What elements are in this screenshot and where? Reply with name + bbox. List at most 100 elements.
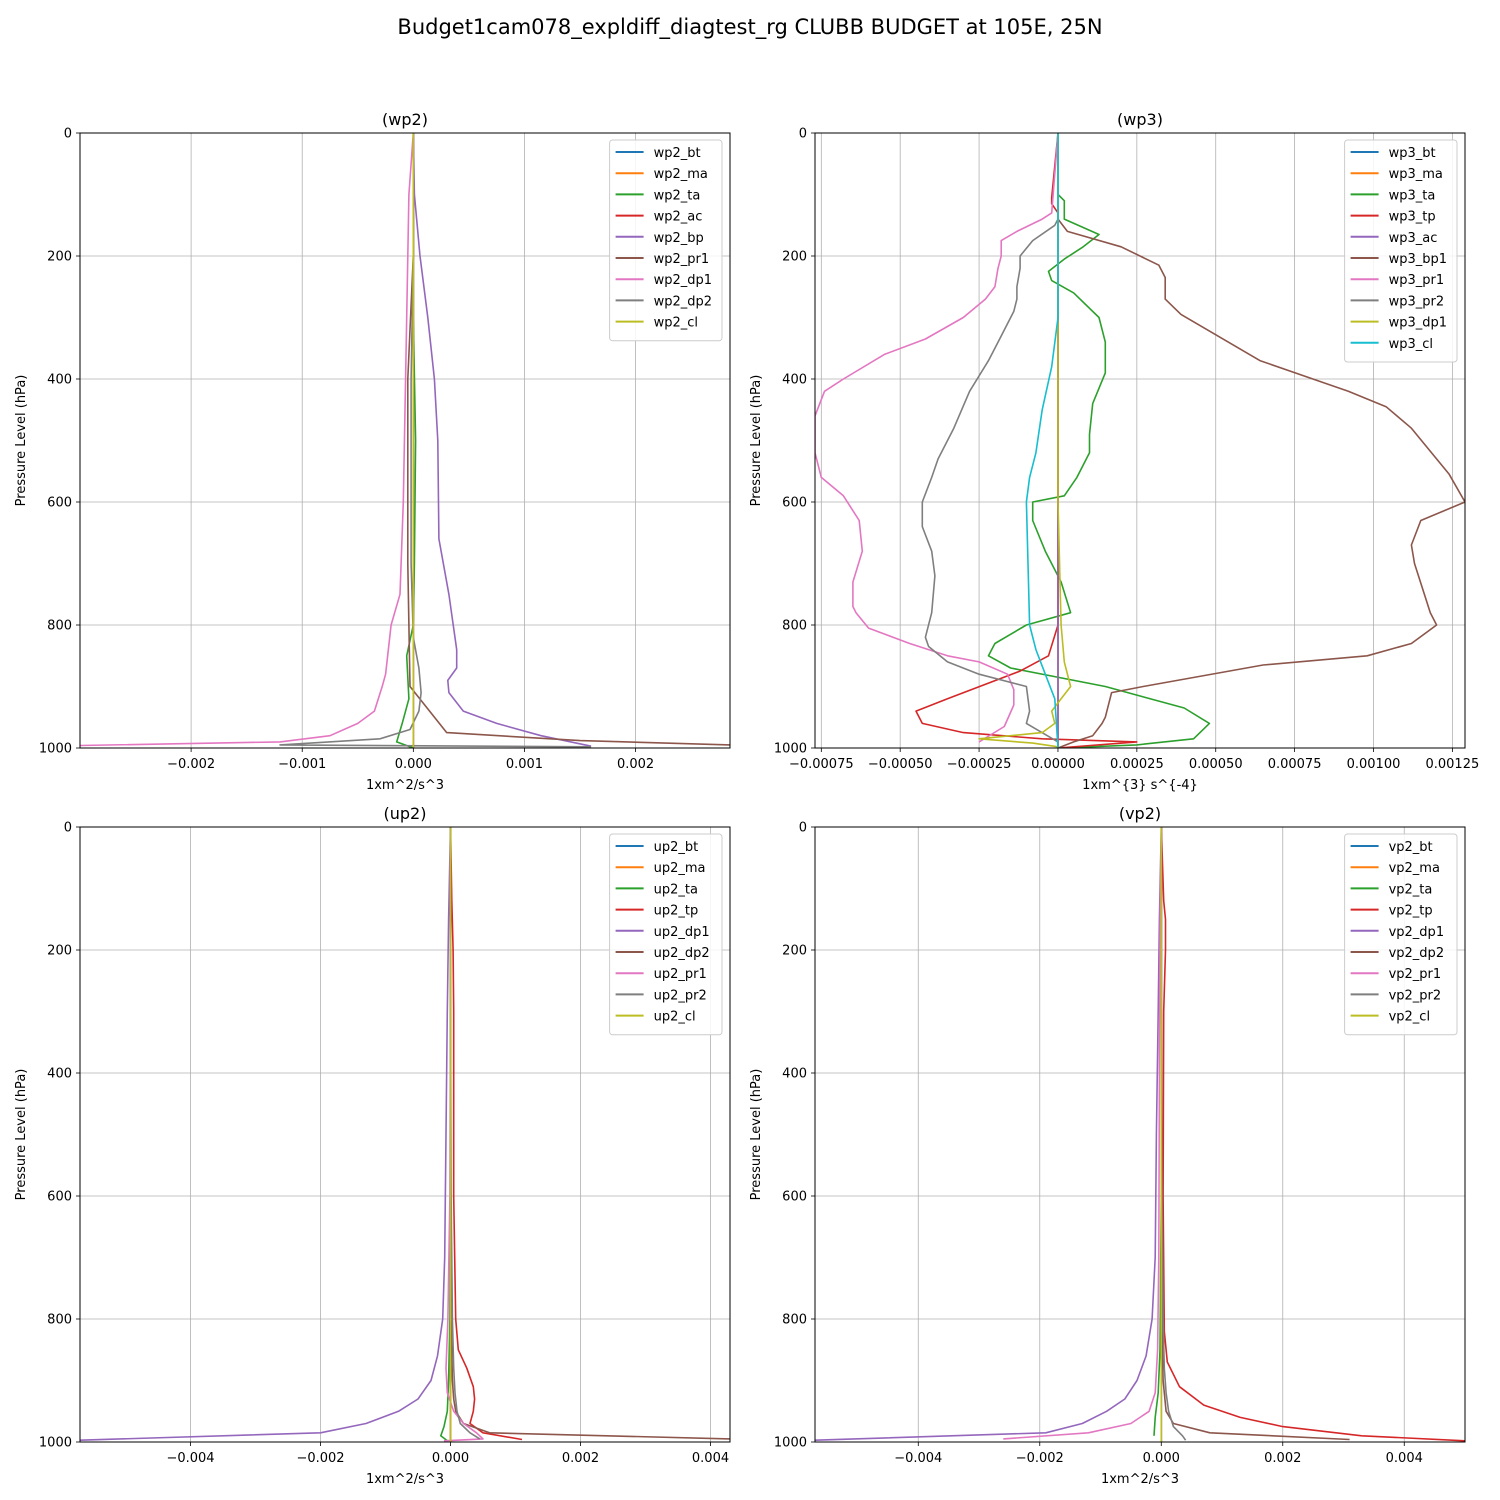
x-tick-label: −0.002 <box>167 757 215 772</box>
y-tick-label: 800 <box>47 1313 72 1328</box>
y-tick-label: 800 <box>782 619 807 634</box>
legend-label: wp2_pr1 <box>654 252 710 267</box>
legend-label: wp2_dp1 <box>654 273 712 288</box>
legend-label: vp2_dp2 <box>1389 946 1445 961</box>
series-line-wp3_cl <box>1025 133 1059 748</box>
legend-label: wp3_bt <box>1389 146 1436 161</box>
series-line-vp2_tp <box>1160 827 1465 1442</box>
legend-label: up2_cl <box>654 1010 696 1025</box>
y-axis-label: Pressure Level (hPa) <box>14 375 29 507</box>
x-tick-label: 0.00000 <box>1031 757 1085 772</box>
series-line-vp2_dp2 <box>1160 827 1350 1441</box>
x-axis-label: 1xm^2/s^3 <box>1101 1472 1179 1487</box>
y-tick-label: 0 <box>64 821 72 836</box>
y-tick-label: 1000 <box>774 742 807 757</box>
series-line-wp3_ta <box>987 133 1211 748</box>
legend-label: wp3_ma <box>1389 167 1443 182</box>
y-axis-label: Pressure Level (hPa) <box>14 1069 29 1201</box>
y-tick-label: 400 <box>782 373 807 388</box>
legend-box <box>1344 833 1458 1036</box>
x-tick-label: −0.001 <box>278 757 326 772</box>
x-tick-label: 0.00075 <box>1268 757 1322 772</box>
x-tick-label: 0.001 <box>506 757 543 772</box>
legend-label: vp2_dp1 <box>1389 925 1445 940</box>
chart-panel-3: −0.004 −0.002 0.000 0.002 0.004 0 200 400 600 800… <box>14 804 731 1487</box>
y-tick-label: 0 <box>799 127 807 142</box>
legend-label: vp2_cl <box>1389 1010 1430 1025</box>
legend-label: wp2_ma <box>654 167 708 182</box>
y-axis-label: Pressure Level (hPa) <box>749 375 764 507</box>
y-tick-label: 0 <box>64 127 72 142</box>
panel-title: (wp3) <box>1117 110 1163 129</box>
x-tick-label: −0.004 <box>166 1451 214 1466</box>
y-tick-label: 1000 <box>39 742 72 757</box>
series-line-wp2_dp2 <box>279 133 592 748</box>
x-tick-label: 0.002 <box>1264 1451 1301 1466</box>
series-line-wp3_dp1 <box>978 133 1072 748</box>
legend-label: up2_bt <box>654 840 699 855</box>
x-tick-label: 0.000 <box>432 1451 469 1466</box>
series-line-up2_tp <box>449 827 523 1441</box>
x-tick-label: 0.000 <box>395 757 432 772</box>
x-axis-label: 1xm^{3} s^{-4} <box>1082 778 1198 793</box>
series-line-wp2_dp1 <box>80 133 415 747</box>
chart-panel-2: −0.00075 −0.00050 −0.00025 0.00000 0.00025 0.… <box>749 110 1479 793</box>
legend-label: vp2_tp <box>1389 904 1433 919</box>
axes-frame <box>79 132 731 749</box>
y-tick-label: 600 <box>782 496 807 511</box>
y-tick-label: 200 <box>782 250 807 265</box>
legend-label: wp2_ta <box>654 188 701 203</box>
x-tick-label: 0.00025 <box>1110 757 1164 772</box>
y-tick-label: 800 <box>782 1313 807 1328</box>
legend-label: wp3_cl <box>1389 337 1433 352</box>
x-tick-label: 0.004 <box>1386 1451 1423 1466</box>
legend-label: up2_dp1 <box>654 925 710 940</box>
y-tick-label: 600 <box>47 1190 72 1205</box>
x-tick-label: 0.00050 <box>1189 757 1243 772</box>
series-line-up2_dp1 <box>80 827 452 1441</box>
y-axis-label: Pressure Level (hPa) <box>749 1069 764 1201</box>
y-tick-label: 800 <box>47 619 72 634</box>
x-axis-label: 1xm^2/s^3 <box>366 1472 444 1487</box>
x-tick-label: 0.002 <box>562 1451 599 1466</box>
legend: wp2_bt wp2_ma wp2_ta wp2_ac wp2_bp wp2_pr1 wp2… <box>609 139 723 342</box>
y-tick-label: 600 <box>47 496 72 511</box>
x-tick-label: −0.00025 <box>947 757 1012 772</box>
x-tick-label: 0.00100 <box>1347 757 1401 772</box>
x-tick-label: 0.004 <box>692 1451 729 1466</box>
figure-title: Budget1cam078_expldiff_diagtest_rg CLUBB… <box>397 15 1103 39</box>
x-tick-label: 0.00125 <box>1425 757 1479 772</box>
legend-box <box>1344 139 1458 363</box>
chart-panel-1: −0.002 −0.001 0.000 0.001 0.002 0 200 400 600 800… <box>14 110 731 793</box>
y-tick-label: 200 <box>47 250 72 265</box>
x-axis-label: 1xm^2/s^3 <box>366 778 444 793</box>
x-tick-label: −0.00075 <box>789 757 854 772</box>
legend-label: wp3_pr1 <box>1389 273 1445 288</box>
series-line-up2_pr2 <box>449 827 481 1440</box>
legend-label: wp3_pr2 <box>1389 294 1445 309</box>
panel-title: (up2) <box>384 804 427 823</box>
legend-label: up2_pr2 <box>654 988 707 1003</box>
axes-frame <box>814 826 1466 1443</box>
series-line-wp3_pr2 <box>921 133 1059 743</box>
legend-label: wp2_dp2 <box>654 294 712 309</box>
y-tick-label: 1000 <box>774 1436 807 1451</box>
axes-frame <box>79 826 731 1443</box>
legend-label: vp2_pr1 <box>1389 967 1442 982</box>
legend-label: vp2_bt <box>1389 840 1433 855</box>
panel-title: (vp2) <box>1119 804 1161 823</box>
y-tick-label: 400 <box>782 1067 807 1082</box>
legend-label: wp3_ta <box>1389 188 1436 203</box>
legend-box <box>609 139 723 342</box>
legend-label: up2_dp2 <box>654 946 710 961</box>
series-line-wp3_tp <box>915 133 1138 748</box>
legend-label: wp3_ac <box>1389 231 1438 246</box>
legend: vp2_bt vp2_ma vp2_ta vp2_tp vp2_dp1 vp2_dp2vp… <box>1344 833 1458 1036</box>
y-tick-label: 1000 <box>39 1436 72 1451</box>
x-tick-label: 0.002 <box>617 757 654 772</box>
y-tick-label: 400 <box>47 1067 72 1082</box>
y-tick-label: 400 <box>47 373 72 388</box>
legend-label: wp3_tp <box>1389 210 1436 225</box>
legend-label: vp2_pr2 <box>1389 988 1442 1003</box>
